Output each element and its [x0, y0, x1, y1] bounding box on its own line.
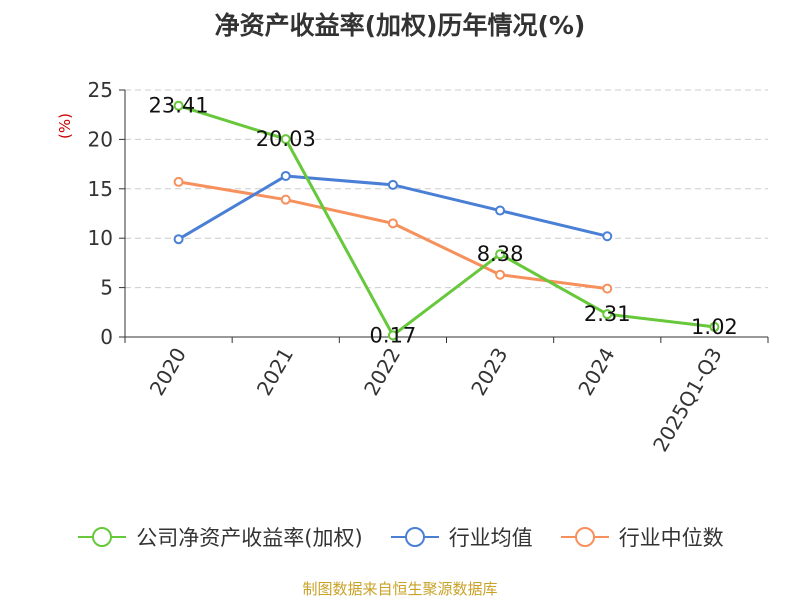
series-line-0: [178, 104, 715, 337]
x-tick-label: 2020: [145, 344, 191, 400]
legend-line-circle-icon: [390, 527, 439, 547]
data-point: [602, 283, 613, 294]
y-tick-label: 25: [88, 78, 113, 102]
legend-label: 行业中位数: [618, 526, 724, 550]
legend-item[interactable]: 行业均值: [389, 522, 533, 552]
data-point: [495, 249, 506, 260]
data-point: [387, 179, 398, 190]
data-point: [280, 170, 291, 181]
data-label: 2.31: [584, 302, 631, 326]
data-point: [280, 194, 291, 205]
y-tick-label: 0: [100, 325, 113, 349]
legend-item[interactable]: 行业中位数: [559, 522, 724, 552]
data-point: [495, 269, 506, 280]
data-point: [602, 309, 613, 320]
data-point: [173, 234, 184, 245]
series-line-2: [178, 180, 608, 291]
legend-line-circle-icon: [78, 527, 127, 547]
x-tick-label: 2024: [573, 344, 619, 400]
data-label: 8.38: [477, 242, 524, 266]
x-tick-label: 2021: [252, 344, 298, 400]
y-tick-label: 5: [100, 276, 113, 300]
data-label: 20.03: [256, 127, 316, 151]
data-label: 0.17: [370, 323, 417, 347]
y-axis-title: (%): [56, 113, 74, 139]
legend-item[interactable]: 公司净资产收益率(加权): [76, 522, 363, 552]
data-point: [495, 205, 506, 216]
y-tick-label: 10: [88, 226, 113, 250]
x-tick-label: 2023: [466, 344, 512, 400]
legend-line-circle-icon: [560, 527, 609, 547]
data-point: [280, 134, 291, 145]
chart-title: 净资产收益率(加权)历年情况(%): [214, 11, 586, 40]
data-point: [173, 100, 184, 111]
legend-label: 公司净资产收益率(加权): [136, 526, 363, 550]
x-tick-label: 2025Q1-Q3: [648, 344, 727, 456]
data-point: [602, 231, 613, 242]
data-point: [709, 321, 720, 332]
y-tick-label: 20: [88, 127, 113, 151]
y-tick-label: 15: [88, 177, 113, 201]
data-point: [387, 330, 398, 341]
legend-label: 行业均值: [448, 526, 533, 550]
source-text: 制图数据来自恒生聚源数据库: [302, 580, 498, 598]
data-label: 23.41: [149, 94, 209, 118]
x-tick-label: 2022: [359, 344, 405, 400]
data-label: 1.02: [691, 315, 738, 339]
data-point: [173, 176, 184, 187]
legend: 公司净资产收益率(加权) 行业均值 行业中位数: [0, 520, 800, 554]
data-point: [387, 218, 398, 229]
